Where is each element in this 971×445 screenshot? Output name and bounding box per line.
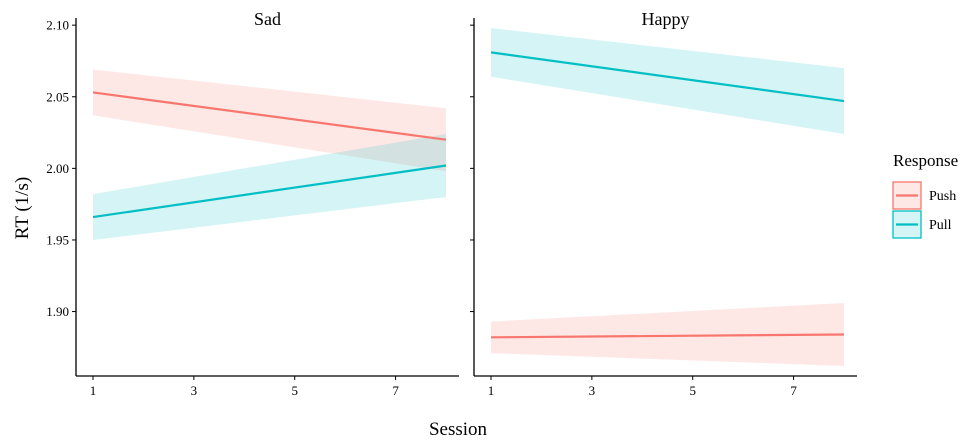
x-tick-label-happy: 3 [589,383,596,398]
facet-label-sad: Sad [254,9,281,29]
x-tick-label-sad: 7 [392,383,399,398]
x-tick-label-happy: 7 [790,383,797,398]
facet-label-happy: Happy [642,9,690,29]
x-tick-label-sad: 3 [191,383,198,398]
trend-line-push-happy [490,333,845,339]
panels: Sad 1.90 1.95 2.00 2.05 2.10 1 3 5 7 Happy 1 3 5 7 [46,9,857,398]
y-tick-label: 1.90 [46,304,69,319]
trend-line-push-sad [92,91,447,141]
y-tick-label: 2.10 [46,18,69,33]
trend-line-pull-happy [490,51,845,103]
trend-line-pull-sad [92,164,447,219]
y-tick-label: 2.00 [46,161,69,176]
legend-label-push: Push [929,189,956,204]
x-tick-label-happy: 1 [488,383,495,398]
confidence-band-pull-sad [93,133,446,240]
legend-label-pull: Pull [929,218,952,233]
confidence-band-pull-happy [491,28,844,134]
x-axis-title: Session [429,419,488,440]
confidence-band-push-happy [491,302,844,366]
confidence-band-push-sad [93,69,446,172]
y-axis-title: RT (1/s) [12,177,33,239]
x-tick-label-happy: 5 [689,383,696,398]
y-tick-label: 1.95 [46,232,69,247]
legend: Response Push Pull [892,151,958,239]
y-tick-label: 2.05 [46,89,69,104]
x-tick-label-sad: 1 [90,383,97,398]
x-tick-label-sad: 5 [291,383,298,398]
legend-title: Response [893,151,958,170]
